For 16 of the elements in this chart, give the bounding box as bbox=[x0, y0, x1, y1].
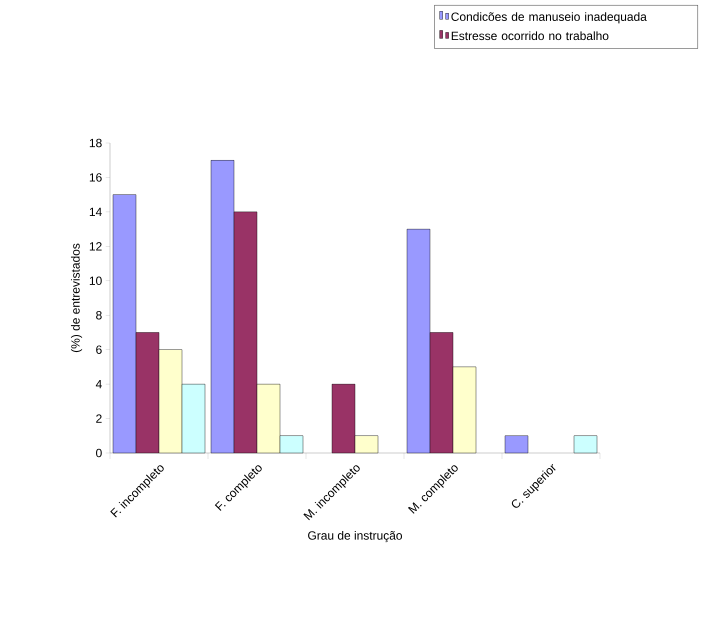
legend-label: Estresse ocorrido no trabalho bbox=[452, 31, 608, 40]
y-tick-label: 2 bbox=[96, 414, 102, 423]
x-axis-title: Grau de instrução bbox=[308, 530, 402, 542]
y-tick-label: 14 bbox=[90, 208, 102, 216]
y-tick-label: 12 bbox=[90, 242, 102, 251]
y-axis-title: (%) de entrevistados bbox=[70, 244, 82, 352]
legend-label: Condicões de manuseio inadequada bbox=[451, 12, 647, 24]
y-tick-label: 4 bbox=[96, 380, 102, 388]
y-tick-label: 8 bbox=[96, 310, 102, 320]
y-tick-label: 18 bbox=[90, 138, 102, 148]
bar bbox=[504, 436, 528, 454]
y-tick-label: 0 bbox=[96, 448, 102, 458]
y-tick-label: 10 bbox=[90, 276, 102, 285]
y-tick-label: 16 bbox=[90, 173, 102, 182]
bar bbox=[574, 436, 598, 454]
y-tick-label: 6 bbox=[96, 345, 102, 354]
